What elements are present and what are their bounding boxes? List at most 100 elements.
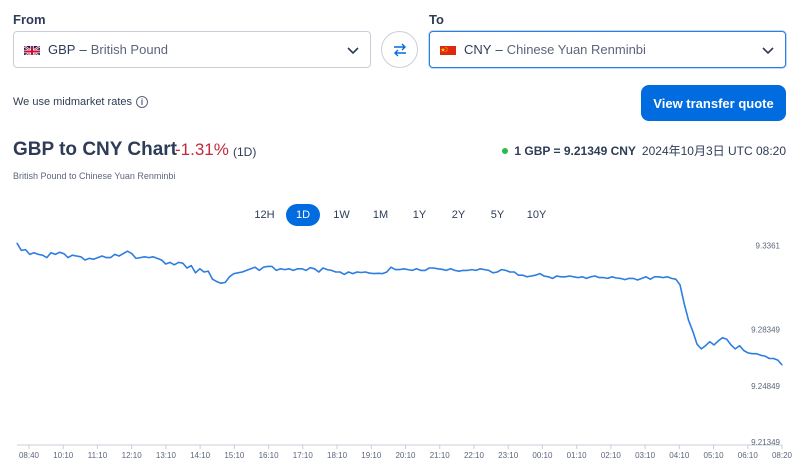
data-point — [343, 273, 345, 275]
data-point — [126, 250, 129, 252]
to-currency-select[interactable]: CNY – Chinese Yuan Renminbi — [429, 31, 786, 68]
data-point — [224, 281, 226, 283]
data-point — [415, 268, 418, 270]
data-point — [471, 269, 473, 271]
data-point — [760, 354, 762, 356]
data-point — [522, 274, 524, 276]
data-point — [233, 273, 235, 275]
x-tick-label: 08:40 — [19, 451, 40, 460]
period-tab-1y[interactable]: 1Y — [412, 209, 427, 221]
x-tick-label: 12:10 — [122, 451, 143, 460]
data-point — [577, 277, 579, 279]
change-period: (1D) — [233, 145, 257, 159]
period-tab-10y[interactable]: 10Y — [526, 209, 547, 221]
y-tick-label: 9.3361 — [756, 241, 781, 250]
data-point — [454, 269, 456, 271]
y-tick-label: 9.28349 — [751, 326, 780, 335]
x-tick-label: 11:10 — [88, 451, 108, 460]
data-point — [475, 269, 477, 271]
china-flag-icon — [440, 44, 456, 55]
data-point — [190, 265, 192, 267]
data-point — [543, 275, 545, 277]
data-point — [449, 268, 452, 270]
period-tab-2y[interactable]: 2Y — [451, 209, 466, 221]
x-tick-label: 02:10 — [601, 451, 622, 460]
data-point — [768, 357, 770, 360]
chevron-down-icon — [762, 47, 774, 55]
data-point — [279, 268, 282, 270]
period-tab-5y[interactable]: 5Y — [490, 209, 505, 221]
data-point — [607, 277, 609, 279]
data-point — [509, 271, 511, 273]
data-point — [80, 256, 82, 258]
period-tabs: 12H 1D 1W 1M 1Y 2Y 5Y 10Y — [245, 204, 556, 226]
to-label: To — [429, 12, 444, 27]
period-tab-1d[interactable]: 1D — [286, 204, 320, 226]
data-point — [160, 259, 163, 261]
y-tick-label: 9.21349 — [751, 438, 780, 447]
data-point — [92, 258, 95, 260]
info-icon[interactable]: i — [136, 96, 149, 108]
view-transfer-quote-button[interactable]: View transfer quote — [641, 85, 786, 121]
data-point — [551, 277, 554, 279]
data-point — [632, 277, 634, 279]
data-point — [347, 271, 350, 273]
data-point — [556, 275, 558, 277]
data-point — [16, 242, 18, 244]
period-tab-12h[interactable]: 12H — [254, 209, 275, 221]
data-point — [683, 303, 685, 305]
data-point — [458, 270, 460, 272]
data-point — [428, 267, 430, 269]
data-point — [131, 253, 133, 255]
data-point — [585, 277, 588, 279]
data-point — [105, 257, 107, 259]
data-point — [114, 253, 116, 255]
data-point — [207, 270, 209, 272]
from-label: From — [13, 12, 46, 27]
data-point — [194, 272, 197, 274]
data-point — [364, 271, 367, 273]
chart-title: GBP to CNY Chart — [13, 139, 177, 160]
data-point — [199, 268, 201, 270]
x-tick-label: 03:10 — [635, 451, 656, 460]
x-tick-label: 15:10 — [224, 451, 245, 460]
from-currency-select[interactable]: GBP – British Pound — [13, 31, 371, 68]
data-point — [513, 271, 515, 273]
data-point — [237, 272, 239, 274]
data-point — [615, 277, 617, 279]
data-point — [322, 267, 324, 269]
data-point — [29, 253, 31, 255]
data-point — [403, 268, 405, 270]
data-point — [101, 255, 103, 257]
data-point — [88, 257, 90, 259]
uk-flag-icon — [24, 44, 40, 55]
data-point — [598, 277, 600, 279]
data-point — [420, 269, 422, 271]
data-point — [734, 348, 736, 350]
data-point — [713, 344, 715, 346]
x-tick-label: 01:10 — [567, 451, 588, 460]
data-point — [84, 259, 86, 261]
data-point — [309, 267, 311, 269]
data-point — [479, 268, 481, 270]
rate-series-line — [16, 242, 783, 366]
data-point — [602, 277, 605, 279]
data-point — [641, 277, 643, 279]
to-currency-code: CNY — [464, 42, 492, 57]
data-point — [139, 257, 141, 259]
rate-timestamp: 2024年10月3日 UTC 08:20 — [641, 144, 786, 158]
data-point — [58, 251, 61, 253]
data-point — [67, 257, 69, 259]
period-tab-1w[interactable]: 1W — [333, 209, 350, 221]
swap-currencies-button[interactable] — [381, 31, 418, 68]
data-point — [781, 364, 783, 366]
data-point — [492, 272, 494, 274]
period-tab-1m[interactable]: 1M — [372, 209, 389, 221]
data-point — [730, 344, 732, 346]
data-point — [636, 279, 639, 281]
data-point — [704, 345, 707, 347]
data-point — [254, 266, 256, 268]
data-point — [496, 271, 498, 273]
data-point — [398, 269, 401, 271]
data-point — [71, 254, 73, 256]
